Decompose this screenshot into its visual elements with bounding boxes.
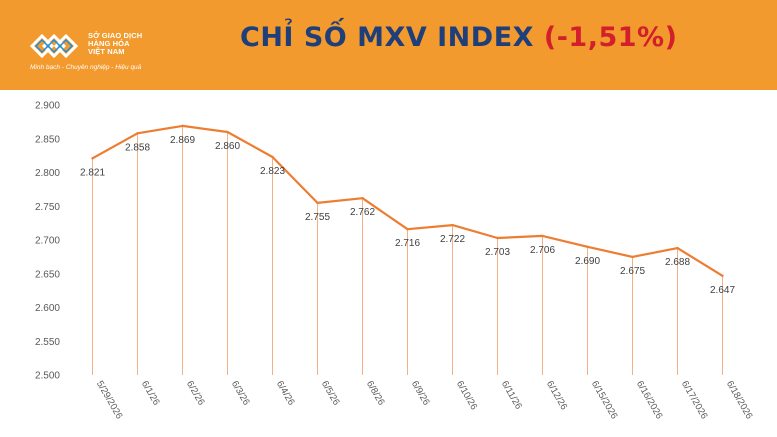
y-tick-label: 2.500 <box>35 371 60 382</box>
data-point <box>451 223 454 227</box>
data-point <box>631 255 634 259</box>
x-tick-label: 6/18/2026 <box>724 379 755 421</box>
data-label: 2.688 <box>665 257 690 268</box>
line-chart: 2.500 2.550 2.600 2.650 2.700 2.750 2.800 2.850… <box>35 101 755 422</box>
y-tick-label: 2.600 <box>35 303 60 314</box>
x-tick-label: 6/2/26 <box>184 379 207 407</box>
x-tick-label: 6/9/26 <box>409 379 432 407</box>
data-label: 2.703 <box>485 247 510 258</box>
x-tick-label: 6/15/2026 <box>589 379 620 421</box>
data-point <box>496 236 499 240</box>
data-label: 2.716 <box>395 238 420 249</box>
logo: SỞ GIAO DỊCH HÀNG HÓA VIỆT NAM Minh bạch… <box>26 24 176 76</box>
data-label: 2.858 <box>125 142 150 153</box>
title-change: (-1,51%) <box>543 22 678 53</box>
y-tick-label: 2.750 <box>35 202 60 213</box>
data-point <box>136 132 139 135</box>
data-point <box>316 201 319 205</box>
x-tick-label: 6/10/26 <box>454 379 479 412</box>
data-point <box>586 245 589 248</box>
y-axis: 2.500 2.550 2.600 2.650 2.700 2.750 2.800 2.850… <box>35 101 60 382</box>
y-tick-label: 2.850 <box>35 134 60 145</box>
x-tick-label: 6/11/26 <box>499 379 524 411</box>
data-label: 2.647 <box>710 285 735 296</box>
logo-line-1: SỞ GIAO DỊCH <box>88 31 143 40</box>
x-tick-label: 6/12/26 <box>544 379 569 412</box>
header-banner: SỞ GIAO DỊCH HÀNG HÓA VIỆT NAM Minh bạch… <box>0 0 777 90</box>
data-label: 2.860 <box>215 141 240 152</box>
data-label: 2.823 <box>260 166 285 177</box>
logo-slogan: Minh bạch - Chuyên nghiệp - Hiệu quả <box>30 64 142 71</box>
y-tick-label: 2.650 <box>35 269 60 280</box>
data-label: 2.706 <box>530 245 555 256</box>
y-tick-label: 2.550 <box>35 337 60 348</box>
x-tick-label: 6/8/26 <box>364 379 387 407</box>
data-point <box>226 130 229 134</box>
drop-lines <box>92 125 723 375</box>
logo-line-2: HÀNG HÓA <box>88 39 130 48</box>
series-line <box>91 124 724 277</box>
x-axis: 5/29/2026 6/1/26 6/2/26 6/3/26 6/4/26 6/5/26 6… <box>94 379 755 421</box>
x-tick-label: 6/1/26 <box>139 379 162 407</box>
x-tick-label: 5/29/2026 <box>94 379 125 421</box>
data-point <box>361 196 364 200</box>
logo-text: SỞ GIAO DỊCH HÀNG HÓA VIỆT NAM <box>88 32 142 56</box>
page-title: CHỈ SỐ MXV INDEX (-1,51%) <box>240 22 677 53</box>
y-tick-label: 2.900 <box>35 101 60 112</box>
data-point <box>676 246 679 250</box>
data-point <box>721 274 724 277</box>
data-label: 2.869 <box>170 135 195 146</box>
x-tick-label: 6/16/2026 <box>634 379 665 421</box>
data-point <box>271 155 274 159</box>
data-labels: 2.821 2.858 2.869 2.860 2.823 2.755 2.762 2.716… <box>80 135 735 296</box>
x-tick-label: 6/5/26 <box>319 379 342 407</box>
data-point <box>181 124 184 128</box>
data-label: 2.675 <box>620 266 645 277</box>
data-point <box>406 228 409 231</box>
y-tick-label: 2.700 <box>35 236 60 247</box>
data-point <box>91 157 94 160</box>
data-label: 2.755 <box>305 212 330 223</box>
data-label: 2.690 <box>575 256 600 267</box>
logo-line-3: VIỆT NAM <box>88 47 125 56</box>
y-tick-label: 2.800 <box>35 168 60 179</box>
data-label: 2.762 <box>350 207 375 218</box>
title-main: CHỈ SỐ MXV INDEX <box>240 22 534 53</box>
data-label: 2.722 <box>440 234 465 245</box>
x-tick-label: 6/17/2026 <box>679 379 710 421</box>
data-label: 2.821 <box>80 167 105 178</box>
logo-emblem-icon <box>29 33 79 59</box>
data-point <box>541 234 544 238</box>
x-tick-label: 6/3/26 <box>229 379 252 407</box>
x-tick-label: 6/4/26 <box>274 379 297 407</box>
